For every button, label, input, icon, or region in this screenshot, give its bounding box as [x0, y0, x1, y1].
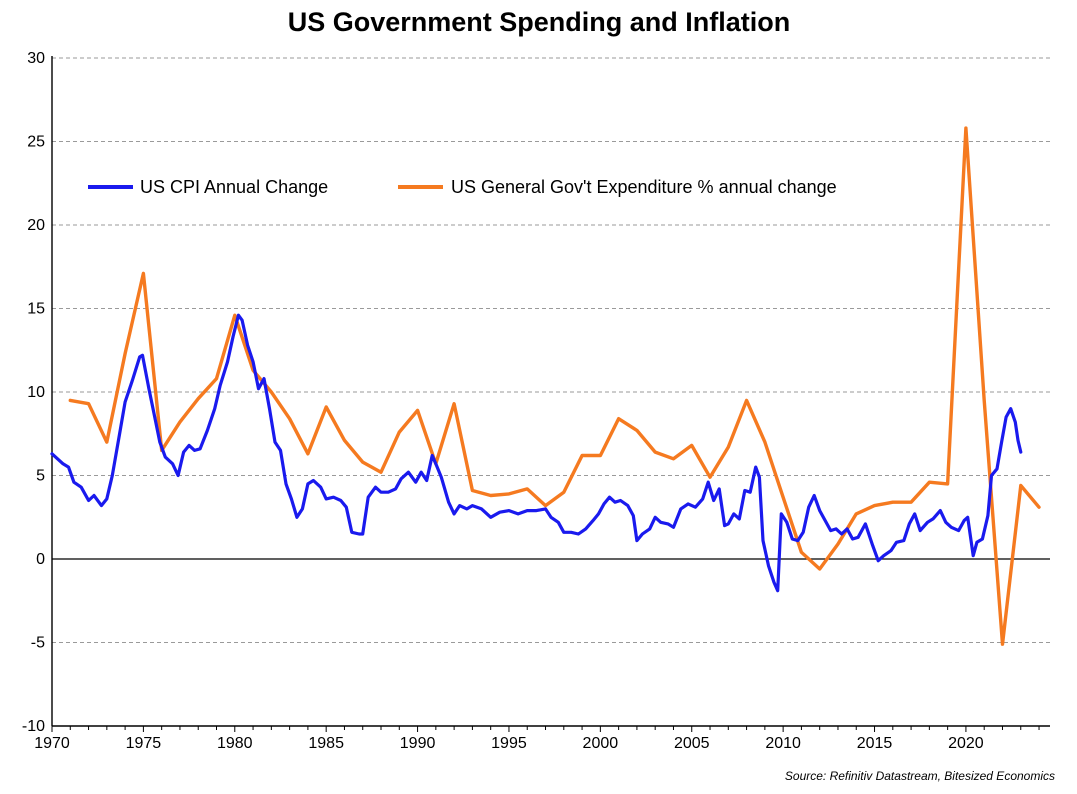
x-tick-label: 2020: [948, 735, 984, 752]
source-note: Source: Refinitiv Datastream, Bitesized …: [785, 769, 1055, 783]
chart-title: US Government Spending and Inflation: [288, 7, 791, 37]
y-tick-label: 30: [27, 50, 45, 67]
y-tick-label: 25: [27, 134, 45, 151]
x-tick-label: 1970: [34, 735, 70, 752]
series-group: [50, 126, 1041, 646]
x-axis: 1970 1975 1980 1985 1990 1995 2000 2005 2010 2015…: [34, 56, 1050, 752]
x-tick-label: 2005: [674, 735, 710, 752]
x-tick-label: 1990: [400, 735, 436, 752]
series-line-cpi: [50, 313, 1023, 593]
y-tick-label: 0: [36, 551, 45, 568]
legend-label-cpi: US CPI Annual Change: [140, 177, 328, 197]
x-tick-label: 1980: [217, 735, 253, 752]
grid: [52, 57, 1050, 643]
x-tick-label: 1975: [126, 735, 162, 752]
y-tick-label: -10: [22, 718, 45, 735]
y-tick-label: 20: [27, 217, 45, 234]
x-tick-label: 2015: [857, 735, 893, 752]
y-tick-label: -5: [31, 635, 45, 652]
y-tick-label: 10: [27, 384, 45, 401]
legend-label-expenditure: US General Gov't Expenditure % annual ch…: [451, 177, 837, 197]
x-tick-label: 1995: [491, 735, 527, 752]
x-tick-label: 2000: [583, 735, 619, 752]
x-tick-label: 2010: [765, 735, 801, 752]
y-axis: -10 -5 0 5 10 15 20 25 30: [22, 50, 45, 735]
x-tick-label: 1985: [308, 735, 344, 752]
y-tick-label: 5: [36, 468, 45, 485]
y-tick-label: 15: [27, 301, 45, 318]
legend: US CPI Annual Change US General Gov't Ex…: [88, 177, 837, 197]
series-line-expenditure: [68, 126, 1041, 646]
